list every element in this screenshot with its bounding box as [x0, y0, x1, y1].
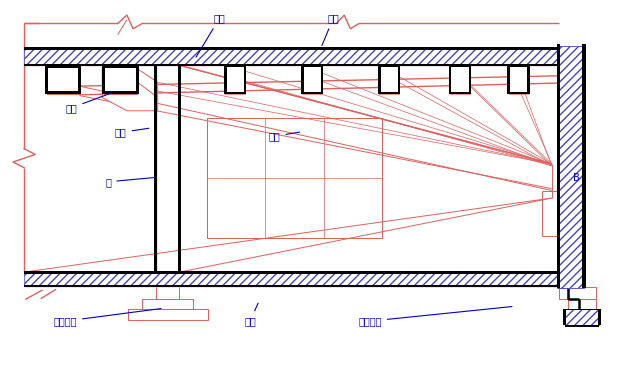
Bar: [450, 92, 470, 94]
Bar: [24, 285, 559, 287]
Bar: [565, 325, 599, 327]
Bar: [24, 272, 559, 286]
Bar: [468, 65, 471, 94]
Polygon shape: [102, 67, 158, 98]
Text: 楼板: 楼板: [322, 14, 339, 46]
Bar: [225, 92, 245, 94]
Text: 主梁: 主梁: [115, 128, 149, 138]
Bar: [565, 309, 599, 311]
Bar: [178, 65, 181, 272]
Bar: [507, 65, 510, 94]
Bar: [24, 48, 559, 65]
Bar: [508, 92, 528, 94]
Bar: [24, 64, 559, 66]
Bar: [24, 271, 559, 274]
Bar: [379, 65, 399, 94]
Bar: [225, 65, 245, 94]
Polygon shape: [102, 80, 158, 111]
Bar: [508, 65, 528, 94]
Bar: [224, 65, 226, 94]
Bar: [102, 65, 106, 94]
Bar: [598, 309, 601, 325]
Bar: [104, 91, 137, 94]
Bar: [568, 299, 596, 309]
Bar: [225, 65, 245, 94]
Text: 条形基础: 条形基础: [358, 307, 512, 326]
Bar: [508, 65, 528, 67]
Bar: [565, 309, 599, 325]
Text: 主梁: 主梁: [196, 14, 225, 57]
Bar: [527, 65, 529, 94]
Bar: [128, 309, 207, 320]
Bar: [207, 118, 383, 238]
Bar: [302, 65, 322, 94]
Bar: [47, 65, 80, 94]
Text: 地面: 地面: [244, 303, 258, 326]
Bar: [154, 65, 157, 272]
Bar: [563, 309, 566, 325]
Bar: [582, 44, 586, 288]
Bar: [24, 47, 559, 50]
Bar: [142, 299, 193, 309]
Bar: [244, 65, 246, 94]
Bar: [104, 65, 137, 67]
Bar: [225, 65, 245, 67]
Bar: [47, 65, 80, 67]
Bar: [78, 65, 81, 94]
Bar: [450, 65, 470, 67]
Bar: [302, 65, 322, 94]
Bar: [301, 65, 304, 94]
Bar: [302, 92, 322, 94]
Bar: [45, 65, 48, 94]
Bar: [378, 65, 381, 94]
Bar: [47, 65, 80, 94]
Bar: [450, 65, 470, 94]
Bar: [321, 65, 323, 94]
Bar: [104, 65, 137, 94]
Bar: [302, 65, 322, 67]
Text: 柱: 柱: [106, 177, 155, 187]
Bar: [508, 65, 528, 94]
Text: B: B: [573, 173, 579, 183]
Bar: [136, 65, 139, 94]
Bar: [47, 91, 80, 94]
Bar: [398, 65, 400, 94]
Bar: [559, 287, 596, 299]
Bar: [557, 44, 560, 288]
Bar: [449, 65, 451, 94]
Bar: [379, 65, 399, 67]
Text: 独立基础: 独立基础: [54, 309, 161, 326]
Bar: [104, 65, 137, 94]
Bar: [379, 92, 399, 94]
Text: 次梁: 次梁: [269, 131, 300, 141]
Text: 次梁: 次梁: [65, 93, 112, 113]
Bar: [559, 46, 584, 288]
Bar: [450, 65, 470, 94]
Bar: [379, 65, 399, 94]
